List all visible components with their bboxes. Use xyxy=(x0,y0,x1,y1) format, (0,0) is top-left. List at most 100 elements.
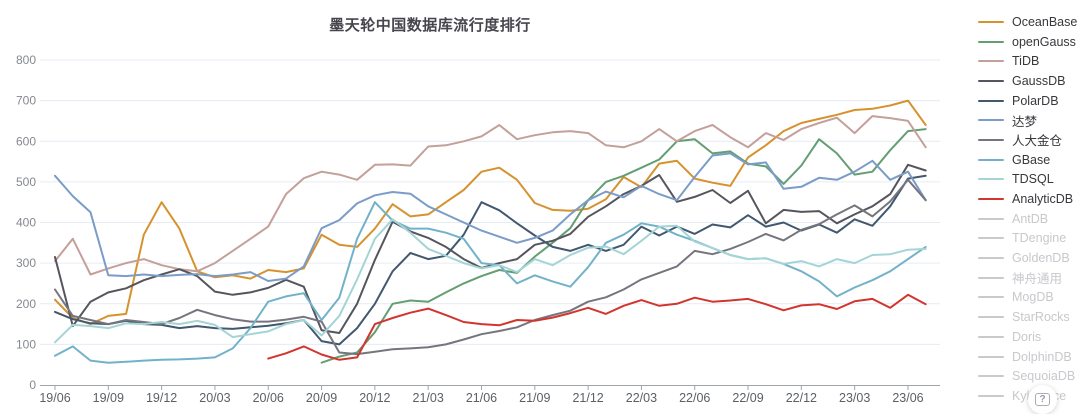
y-axis-label: 100 xyxy=(16,337,36,351)
legend-item-AnalyticDB[interactable]: AnalyticDB xyxy=(978,189,1080,209)
legend-swatch xyxy=(978,138,1004,141)
legend-swatch xyxy=(978,316,1004,319)
legend-label: TiDB xyxy=(1012,54,1040,69)
x-axis-label: 22/06 xyxy=(679,391,710,405)
series-line-TDSQL[interactable] xyxy=(54,218,927,344)
legend-swatch xyxy=(978,198,1004,201)
legend-label: OceanBase xyxy=(1012,14,1078,29)
legend-item-openGauss[interactable]: openGauss xyxy=(978,32,1080,52)
legend-label: 神舟通用 xyxy=(1012,272,1063,287)
legend: OceanBase openGauss TiDB GaussDB PolarDB 达梦人大… xyxy=(978,12,1080,406)
legend-label: 达梦 xyxy=(1012,114,1038,129)
legend-item-GBase[interactable]: GBase xyxy=(978,150,1080,170)
legend-swatch xyxy=(978,335,1004,338)
legend-item-人大金仓[interactable]: 人大金仓 xyxy=(978,130,1080,150)
legend-item-AntDB[interactable]: AntDB xyxy=(978,209,1080,229)
legend-label: SequoiaDB xyxy=(1012,369,1076,384)
legend-label: StarRocks xyxy=(1012,310,1070,325)
legend-swatch xyxy=(978,158,1004,161)
series-line-TiDB[interactable] xyxy=(54,115,927,276)
legend-label: openGauss xyxy=(1012,34,1076,49)
legend-item-GaussDB[interactable]: GaussDB xyxy=(978,71,1080,91)
legend-swatch xyxy=(978,217,1004,220)
y-axis-label: 800 xyxy=(16,53,36,67)
x-axis-label: 22/09 xyxy=(732,391,763,405)
legend-item-StarRocks[interactable]: StarRocks xyxy=(978,307,1080,327)
legend-item-TDSQL[interactable]: TDSQL xyxy=(978,170,1080,190)
legend-item-PolarDB[interactable]: PolarDB xyxy=(978,91,1080,111)
legend-label: PolarDB xyxy=(1012,93,1059,108)
legend-swatch xyxy=(978,60,1004,63)
legend-swatch xyxy=(978,296,1004,299)
series-line-PolarDB[interactable] xyxy=(54,174,927,346)
legend-label: TDengine xyxy=(1012,231,1067,246)
series-line-GaussDB[interactable] xyxy=(54,163,927,334)
y-axis-label: 400 xyxy=(16,216,36,230)
x-axis-label: 21/12 xyxy=(572,391,603,405)
y-axis-label: 700 xyxy=(16,94,36,108)
series-line-openGauss[interactable] xyxy=(320,128,927,364)
question-mark-icon: ? xyxy=(1035,393,1050,406)
legend-item-SequoiaDB[interactable]: SequoiaDB xyxy=(978,366,1080,386)
legend-item-达梦[interactable]: 达梦 xyxy=(978,110,1080,130)
x-axis-label: 19/12 xyxy=(146,391,177,405)
legend-swatch xyxy=(978,40,1004,43)
x-axis-label: 21/03 xyxy=(413,391,444,405)
chart-title: 墨天轮中国数据库流行度排行 xyxy=(329,17,531,34)
series-line-GBase[interactable] xyxy=(54,201,927,364)
legend-swatch xyxy=(978,355,1004,358)
legend-item-Doris[interactable]: Doris xyxy=(978,327,1080,347)
y-axis-label: 600 xyxy=(16,134,36,148)
legend-item-GoldenDB[interactable]: GoldenDB xyxy=(978,248,1080,268)
legend-swatch xyxy=(978,99,1004,102)
legend-swatch xyxy=(978,276,1004,279)
y-axis-label: 500 xyxy=(16,175,36,189)
legend-label: 人大金仓 xyxy=(1012,134,1063,149)
legend-label: DolphinDB xyxy=(1012,349,1072,364)
legend-item-神舟通用[interactable]: 神舟通用 xyxy=(978,268,1080,288)
x-axis-label: 20/12 xyxy=(359,391,390,405)
legend-swatch xyxy=(978,20,1004,23)
x-axis-label: 20/09 xyxy=(306,391,337,405)
y-axis-label: 0 xyxy=(29,378,36,392)
series-line-达梦[interactable] xyxy=(54,152,927,282)
x-axis-label: 22/12 xyxy=(786,391,817,405)
x-axis-label: 22/03 xyxy=(626,391,657,405)
legend-swatch xyxy=(978,257,1004,260)
series-line-AnalyticDB[interactable] xyxy=(267,293,927,361)
legend-item-TiDB[interactable]: TiDB xyxy=(978,51,1080,71)
legend-item-TDengine[interactable]: TDengine xyxy=(978,229,1080,249)
y-axis-label: 300 xyxy=(16,256,36,270)
legend-label: AntDB xyxy=(1012,211,1049,226)
legend-label: AnalyticDB xyxy=(1012,192,1074,207)
series-line-OceanBase[interactable] xyxy=(54,99,927,326)
x-axis-label: 20/03 xyxy=(199,391,230,405)
legend-swatch xyxy=(978,237,1004,240)
legend-label: GoldenDB xyxy=(1012,251,1070,266)
legend-item-OceanBase[interactable]: OceanBase xyxy=(978,12,1080,32)
x-axis-label: 21/06 xyxy=(466,391,497,405)
legend-item-MogDB[interactable]: MogDB xyxy=(978,288,1080,308)
x-axis-label: 19/09 xyxy=(93,391,124,405)
legend-swatch xyxy=(978,178,1004,181)
x-axis-label: 20/06 xyxy=(253,391,284,405)
help-button[interactable]: ? xyxy=(1028,385,1057,414)
legend-label: Doris xyxy=(1012,329,1042,344)
legend-label: GaussDB xyxy=(1012,73,1066,88)
y-axis-label: 200 xyxy=(16,297,36,311)
x-axis-label: 19/06 xyxy=(39,391,70,405)
x-axis-label: 23/06 xyxy=(892,391,923,405)
legend-swatch xyxy=(978,79,1004,82)
legend-swatch xyxy=(978,119,1004,122)
legend-swatch xyxy=(978,394,1004,397)
legend-label: MogDB xyxy=(1012,290,1054,305)
legend-label: TDSQL xyxy=(1012,172,1054,187)
x-axis-label: 21/09 xyxy=(519,391,550,405)
legend-label: GBase xyxy=(1012,152,1051,167)
x-axis-label: 23/03 xyxy=(839,391,870,405)
legend-item-DolphinDB[interactable]: DolphinDB xyxy=(978,347,1080,367)
series-line-人大金仓[interactable] xyxy=(54,178,927,356)
legend-swatch xyxy=(978,375,1004,378)
